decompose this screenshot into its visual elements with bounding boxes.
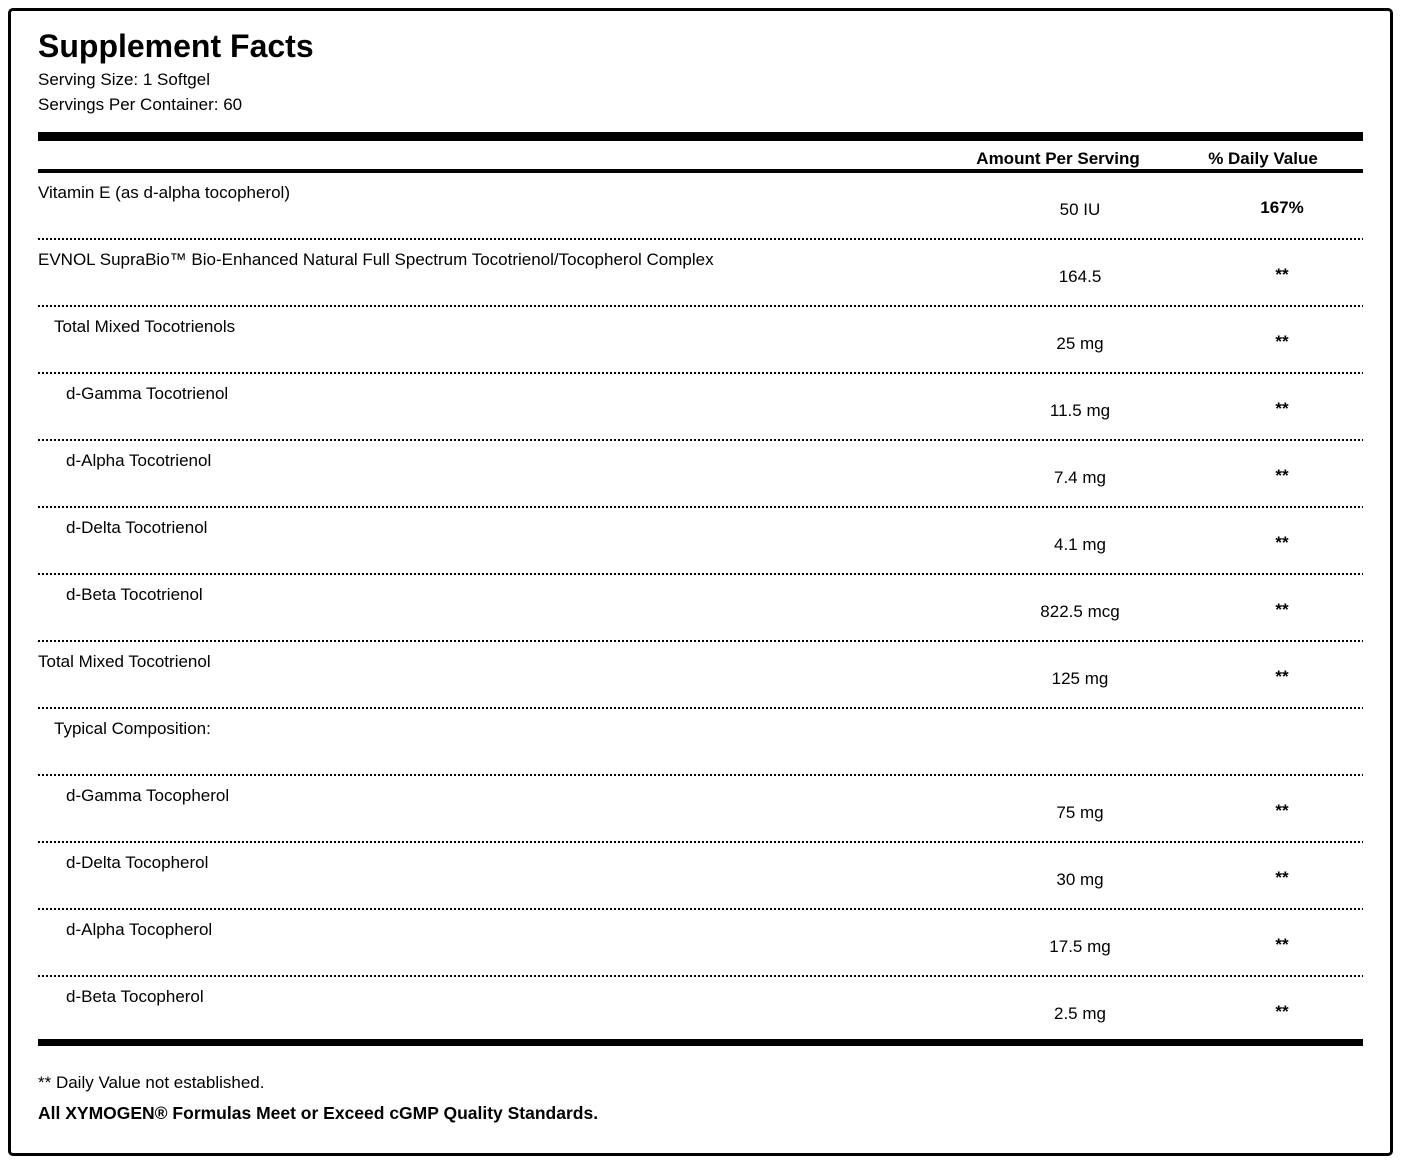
table-row: d-Alpha Tocotrienol 7.4 mg ** <box>38 441 1363 508</box>
serving-size: Serving Size: 1 Softgel <box>38 70 210 89</box>
daily-value: ** <box>1275 600 1289 619</box>
servings-per-container: Servings Per Container: 60 <box>38 95 243 114</box>
daily-value: ** <box>1275 399 1289 418</box>
table-row: d-Beta Tocotrienol 822.5 mcg ** <box>38 575 1363 642</box>
amount-value: 822.5 mcg <box>1040 602 1120 621</box>
column-header-amount: Amount Per Serving <box>976 149 1140 168</box>
daily-value: ** <box>1275 332 1289 351</box>
bottom-double-rule <box>38 1039 1363 1046</box>
table-row: Typical Composition: <box>38 709 1363 776</box>
ingredient-name: Typical Composition: <box>54 719 211 738</box>
footnote-daily-value: ** Daily Value not established. <box>38 1073 265 1092</box>
ingredient-name: d-Alpha Tocotrienol <box>66 451 212 470</box>
amount-value: 11.5 mg <box>1049 401 1111 420</box>
amount-value: 7.4 mg <box>1054 468 1106 487</box>
table-row: d-Beta Tocopherol 2.5 mg ** <box>38 977 1363 1039</box>
daily-value: ** <box>1275 533 1289 552</box>
ingredient-name: d-Beta Tocotrienol <box>66 585 203 604</box>
daily-value: ** <box>1275 868 1289 887</box>
ingredient-name: Total Mixed Tocotrienols <box>54 317 236 336</box>
amount-value: 164.5 <box>1058 267 1102 286</box>
table-row: d-Alpha Tocopherol 17.5 mg ** <box>38 910 1363 977</box>
ingredient-name: EVNOL SupraBio™ Bio-Enhanced Natural Ful… <box>38 250 714 269</box>
column-header-daily-value: % Daily Value <box>1208 149 1318 168</box>
ingredient-name: d-Beta Tocopherol <box>66 987 204 1006</box>
ingredient-name: Vitamin E (as d-alpha tocopherol) <box>38 183 290 202</box>
daily-value: ** <box>1275 1002 1289 1021</box>
table-row: d-Gamma Tocopherol 75 mg ** <box>38 776 1363 843</box>
table-row: d-Delta Tocopherol 30 mg ** <box>38 843 1363 910</box>
amount-value: 75 mg <box>1056 803 1104 822</box>
table-row: d-Delta Tocotrienol 4.1 mg ** <box>38 508 1363 575</box>
amount-value: 4.1 mg <box>1054 535 1106 554</box>
daily-value: ** <box>1275 935 1289 954</box>
amount-value: 25 mg <box>1056 334 1104 353</box>
footnote-quality-standards: All XYMOGEN® Formulas Meet or Exceed cGM… <box>38 1103 599 1123</box>
table-header-row: Amount Per Serving % Daily Value <box>38 141 1363 173</box>
table-row: d-Gamma Tocotrienol 11.5 mg ** <box>38 374 1363 441</box>
daily-value: 167% <box>1260 198 1304 217</box>
ingredient-name: d-Gamma Tocopherol <box>66 786 230 805</box>
amount-value: 50 IU <box>1059 200 1101 219</box>
daily-value: ** <box>1275 466 1289 485</box>
table-row: Total Mixed Tocotrienol 125 mg ** <box>38 642 1363 709</box>
page-title: Supplement Facts <box>38 28 314 64</box>
ingredient-name: d-Delta Tocopherol <box>66 853 209 872</box>
table-row: Total Mixed Tocotrienols 25 mg ** <box>38 307 1363 374</box>
daily-value: ** <box>1275 667 1289 686</box>
ingredient-name: Total Mixed Tocotrienol <box>38 652 211 671</box>
amount-value: 2.5 mg <box>1054 1004 1106 1023</box>
amount-value: 17.5 mg <box>1049 937 1111 956</box>
thick-separator-bar <box>38 132 1363 141</box>
table-row: Vitamin E (as d-alpha tocopherol) 50 IU … <box>38 173 1363 240</box>
ingredient-name: d-Alpha Tocopherol <box>66 920 213 939</box>
amount-value: 30 mg <box>1056 870 1104 889</box>
ingredient-name: d-Gamma Tocotrienol <box>66 384 229 403</box>
table-row: EVNOL SupraBio™ Bio-Enhanced Natural Ful… <box>38 240 1363 307</box>
ingredient-name: d-Delta Tocotrienol <box>66 518 208 537</box>
ingredient-table: Vitamin E (as d-alpha tocopherol) 50 IU … <box>38 173 1363 1039</box>
supplement-facts-label: Supplement Facts Serving Size: 1 Softgel… <box>8 8 1393 1156</box>
daily-value: ** <box>1275 265 1289 284</box>
daily-value: ** <box>1275 801 1289 820</box>
amount-value: 125 mg <box>1051 669 1109 688</box>
